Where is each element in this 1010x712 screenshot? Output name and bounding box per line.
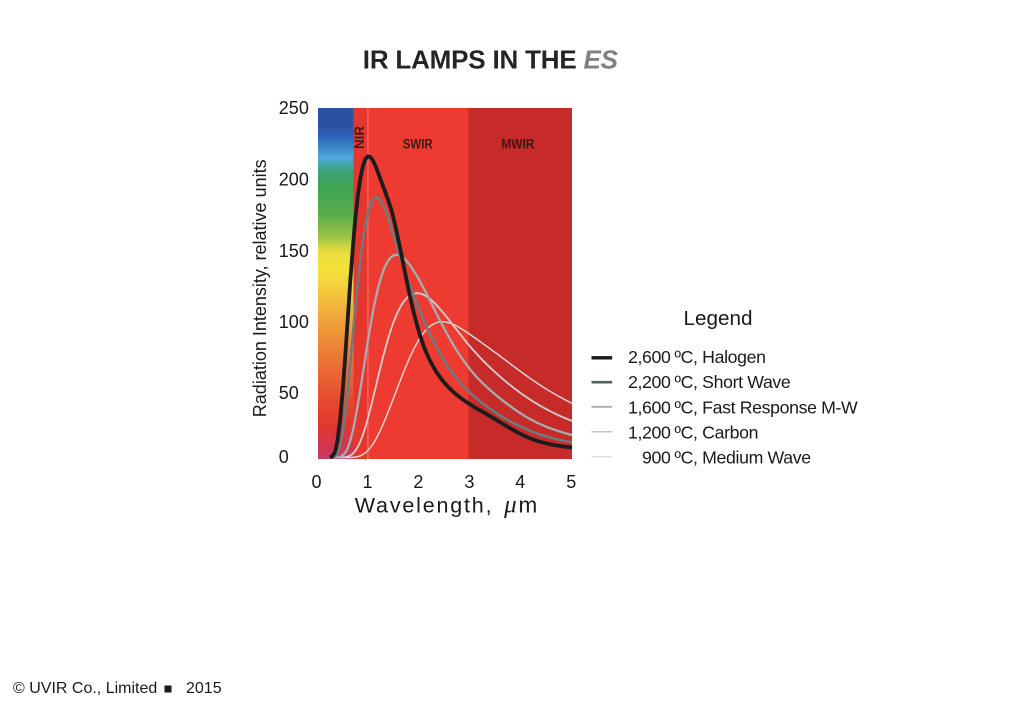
svg-text:ºC, Medium Wave: ºC, Medium Wave (675, 448, 812, 468)
svg-text:150: 150 (279, 241, 309, 261)
svg-text:1,200: 1,200 (628, 423, 671, 443)
svg-text:NIR: NIR (351, 126, 367, 149)
svg-text:5: 5 (566, 472, 576, 492)
svg-text:Legend: Legend (683, 307, 752, 330)
svg-text:0: 0 (279, 447, 289, 467)
svg-text:0: 0 (311, 472, 321, 492)
svg-text:3: 3 (464, 472, 474, 492)
svg-text:50: 50 (279, 383, 299, 403)
svg-text:2: 2 (413, 472, 423, 492)
svg-text:Wavelength, μm: Wavelength, μm (355, 492, 538, 519)
svg-text:900: 900 (642, 448, 671, 468)
svg-text:200: 200 (279, 169, 309, 189)
svg-text:© UVIR Co., Limited: © UVIR Co., Limited (13, 680, 157, 697)
svg-text:1: 1 (362, 472, 372, 492)
svg-text:MWIR: MWIR (501, 135, 534, 151)
svg-text:2,200: 2,200 (628, 372, 671, 392)
svg-text:1,600: 1,600 (628, 398, 671, 418)
svg-text:ºC, Halogen: ºC, Halogen (675, 347, 766, 367)
svg-text:ºC, Fast Response M-W: ºC, Fast Response M-W (675, 398, 859, 418)
svg-text:250: 250 (279, 98, 309, 118)
svg-text:4: 4 (515, 472, 525, 492)
svg-text:IR LAMPS IN THE ES: IR LAMPS IN THE ES (363, 45, 619, 75)
svg-text:SWIR: SWIR (403, 135, 433, 151)
svg-text:ºC, Short Wave: ºC, Short Wave (675, 372, 791, 392)
svg-text:Radiation Intensity, relative: Radiation Intensity, relative units (250, 159, 270, 417)
svg-text:2,600: 2,600 (628, 347, 671, 367)
svg-text:2015: 2015 (186, 680, 222, 697)
svg-text:100: 100 (279, 312, 309, 332)
svg-text:ºC, Carbon: ºC, Carbon (675, 423, 759, 443)
